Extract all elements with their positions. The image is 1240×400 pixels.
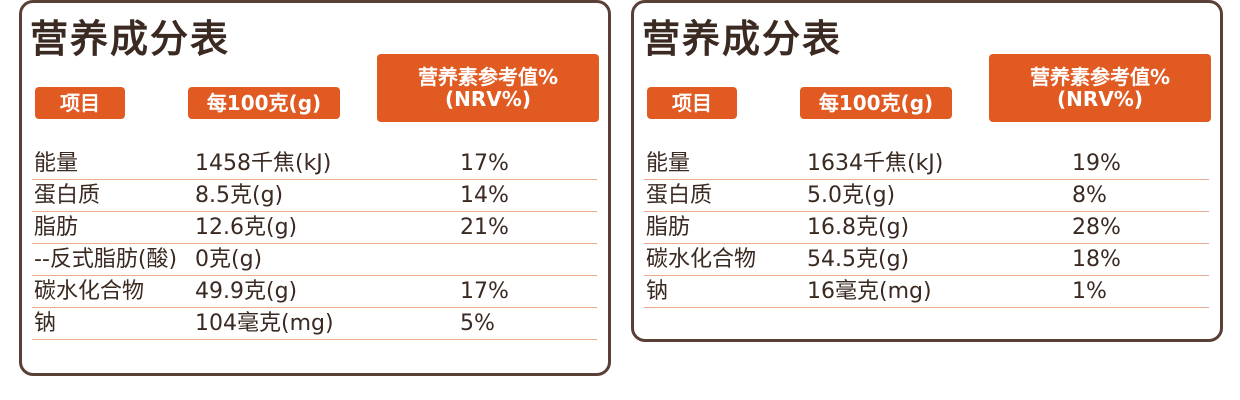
header-nrv-line1: 营养素参考值% [417, 65, 559, 89]
nutrient-value: 0克(g) [195, 247, 263, 272]
nutrient-nrv: 17% [460, 151, 509, 176]
table-row: 脂肪 16.8克(g) 28% [644, 212, 1209, 244]
table-row: 碳水化合物 54.5克(g) 18% [644, 244, 1209, 276]
nutrient-name: 钠 [646, 279, 669, 304]
nutrient-nrv: 18% [1072, 247, 1121, 272]
nutrient-name: 能量 [646, 151, 691, 176]
nutrition-table-right: 营养成分表 项目 每100克(g) 营养素参考值% (NRV%) 能量 1634… [631, 0, 1223, 342]
nutrient-value: 1634千焦(kJ) [807, 151, 944, 176]
nutrient-rows: 能量 1458千焦(kJ) 17% 蛋白质 8.5克(g) 14% 脂肪 12.… [32, 148, 597, 340]
nutrient-name: 碳水化合物 [34, 279, 145, 304]
nutrient-name: 碳水化合物 [646, 247, 757, 272]
table-row: 碳水化合物 49.9克(g) 17% [32, 276, 597, 308]
nutrient-name: 蛋白质 [646, 183, 713, 208]
nutrient-value: 16毫克(mg) [807, 279, 932, 304]
table-row: 脂肪 12.6克(g) 21% [32, 212, 597, 244]
table-row: --反式脂肪(酸) 0克(g) [32, 244, 597, 276]
header-nrv-line2: (NRV%) [445, 87, 531, 111]
nutrient-value: 8.5克(g) [195, 183, 284, 208]
nutrient-nrv: 1% [1072, 279, 1107, 304]
table-row: 能量 1458千焦(kJ) 17% [32, 148, 597, 180]
header-item: 项目 [35, 87, 125, 119]
nutrient-value: 104毫克(mg) [195, 311, 334, 336]
header-per-100g: 每100克(g) [188, 87, 340, 119]
nutrient-name: 能量 [34, 151, 79, 176]
nutrient-nrv: 8% [1072, 183, 1107, 208]
nutrient-value: 5.0克(g) [807, 183, 896, 208]
table-row: 能量 1634千焦(kJ) 19% [644, 148, 1209, 180]
nutrient-nrv: 14% [460, 183, 509, 208]
nutrient-value: 54.5克(g) [807, 247, 910, 272]
nutrient-name: 脂肪 [646, 215, 691, 240]
table-row: 蛋白质 5.0克(g) 8% [644, 180, 1209, 212]
nutrient-value: 1458千焦(kJ) [195, 151, 332, 176]
nutrition-table-left: 营养成分表 项目 每100克(g) 营养素参考值% (NRV%) 能量 1458… [19, 0, 611, 376]
header-per-100g: 每100克(g) [800, 87, 952, 119]
nutrient-nrv: 21% [460, 215, 509, 240]
nutrient-value: 16.8克(g) [807, 215, 910, 240]
header-item: 项目 [647, 87, 737, 119]
header-nrv: 营养素参考值% (NRV%) [989, 54, 1211, 122]
header-nrv: 营养素参考值% (NRV%) [377, 54, 599, 122]
nutrient-nrv: 28% [1072, 215, 1121, 240]
nutrient-value: 49.9克(g) [195, 279, 298, 304]
table-row: 蛋白质 8.5克(g) 14% [32, 180, 597, 212]
nutrient-nrv: 5% [460, 311, 495, 336]
nutrient-name: 脂肪 [34, 215, 79, 240]
table-title: 营养成分表 [642, 16, 843, 61]
nutrient-nrv: 17% [460, 279, 509, 304]
table-row: 钠 16毫克(mg) 1% [644, 276, 1209, 308]
nutrient-name: --反式脂肪(酸) [34, 247, 178, 272]
header-nrv-line2: (NRV%) [1057, 87, 1143, 111]
table-title: 营养成分表 [30, 16, 231, 61]
table-row: 钠 104毫克(mg) 5% [32, 308, 597, 340]
nutrient-nrv: 19% [1072, 151, 1121, 176]
nutrient-rows: 能量 1634千焦(kJ) 19% 蛋白质 5.0克(g) 8% 脂肪 16.8… [644, 148, 1209, 308]
nutrient-name: 蛋白质 [34, 183, 101, 208]
nutrient-value: 12.6克(g) [195, 215, 298, 240]
header-nrv-line1: 营养素参考值% [1029, 65, 1171, 89]
nutrient-name: 钠 [34, 311, 57, 336]
